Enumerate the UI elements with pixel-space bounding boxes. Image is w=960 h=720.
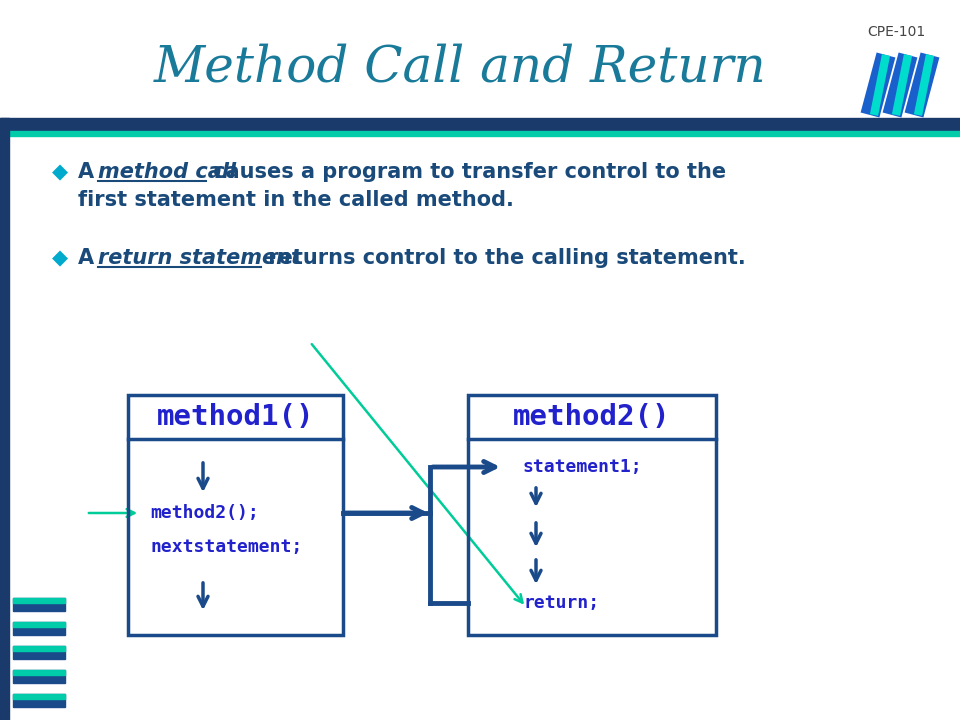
Text: method call: method call bbox=[98, 162, 236, 182]
Bar bbox=[13, 670, 65, 675]
Bar bbox=[13, 646, 65, 651]
Text: ◆: ◆ bbox=[52, 162, 68, 182]
Bar bbox=[13, 694, 65, 699]
Text: Method Call and Return: Method Call and Return bbox=[154, 43, 766, 93]
Bar bbox=[13, 694, 65, 707]
Bar bbox=[13, 598, 65, 611]
Text: method2(): method2() bbox=[514, 403, 671, 431]
Text: CPE-101: CPE-101 bbox=[867, 25, 925, 39]
Text: statement1;: statement1; bbox=[523, 458, 642, 476]
Bar bbox=[128, 395, 343, 635]
Bar bbox=[13, 670, 65, 683]
Bar bbox=[0, 131, 960, 136]
Bar bbox=[13, 598, 65, 603]
Text: first statement in the called method.: first statement in the called method. bbox=[78, 190, 514, 210]
Bar bbox=[13, 622, 65, 635]
Text: A: A bbox=[78, 248, 102, 268]
Text: return statement: return statement bbox=[98, 248, 301, 268]
Text: method1(): method1() bbox=[156, 403, 314, 431]
Text: nextstatement;: nextstatement; bbox=[150, 538, 302, 556]
Text: causes a program to transfer control to the: causes a program to transfer control to … bbox=[206, 162, 726, 182]
Bar bbox=[13, 646, 65, 659]
Bar bbox=[0, 118, 960, 131]
Bar bbox=[13, 622, 65, 627]
Bar bbox=[468, 395, 716, 635]
Bar bbox=[0, 118, 9, 720]
Text: returns control to the calling statement.: returns control to the calling statement… bbox=[261, 248, 746, 268]
Text: return;: return; bbox=[523, 594, 599, 612]
Text: ◆: ◆ bbox=[52, 248, 68, 268]
Text: method2();: method2(); bbox=[150, 504, 259, 522]
Text: A: A bbox=[78, 162, 102, 182]
